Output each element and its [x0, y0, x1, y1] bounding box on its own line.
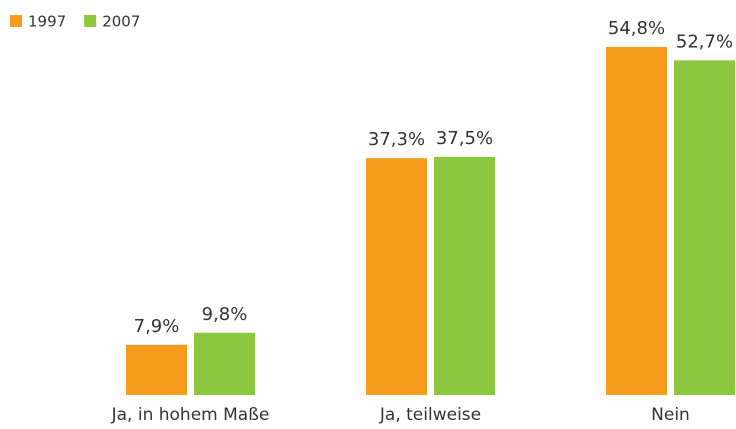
x-tick-label: Nein	[651, 405, 690, 425]
bar	[606, 47, 667, 395]
bar	[366, 158, 427, 395]
legend-label: 2007	[102, 13, 140, 31]
value-label: 37,3%	[368, 129, 425, 150]
bar	[194, 332, 255, 395]
value-label: 7,9%	[134, 316, 180, 337]
value-label: 37,5%	[436, 128, 493, 149]
value-label: 52,7%	[676, 31, 733, 52]
legend-swatch	[10, 15, 22, 27]
bar	[434, 156, 495, 395]
x-tick-label: Ja, teilweise	[379, 405, 481, 425]
x-tick-label: Ja, in hohem Maße	[111, 405, 270, 425]
value-label: 9,8%	[202, 304, 248, 325]
value-label: 54,8%	[608, 18, 665, 39]
bar	[674, 60, 735, 396]
legend-swatch	[84, 15, 97, 27]
bar	[126, 344, 187, 395]
legend-label: 1997	[28, 13, 66, 31]
